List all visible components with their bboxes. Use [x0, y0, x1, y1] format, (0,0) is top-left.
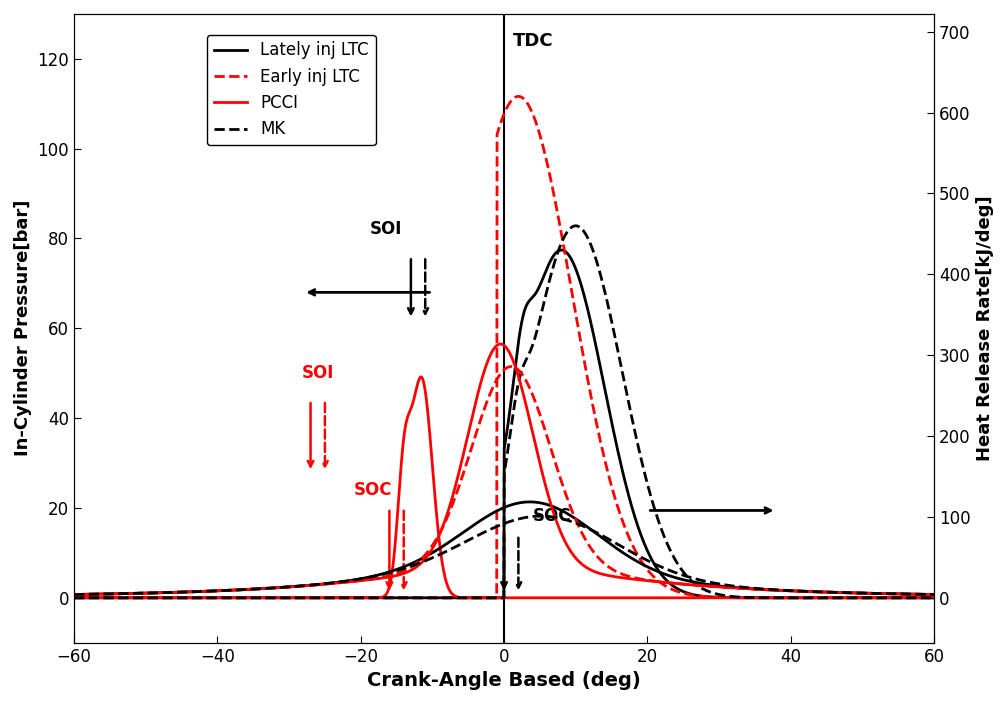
Text: SOI: SOI: [301, 364, 334, 382]
Y-axis label: In-Cylinder Pressure[bar]: In-Cylinder Pressure[bar]: [14, 200, 32, 456]
X-axis label: Crank-Angle Based (deg): Crank-Angle Based (deg): [367, 671, 641, 690]
Text: TDC: TDC: [513, 32, 553, 50]
Text: SOI: SOI: [370, 220, 402, 238]
Text: SOC: SOC: [354, 481, 392, 498]
Legend: Lately inj LTC, Early inj LTC, PCCI, MK: Lately inj LTC, Early inj LTC, PCCI, MK: [207, 34, 376, 145]
Text: SOC: SOC: [533, 508, 572, 525]
Y-axis label: Heat Release Rate[kJ/deg]: Heat Release Rate[kJ/deg]: [976, 196, 994, 461]
